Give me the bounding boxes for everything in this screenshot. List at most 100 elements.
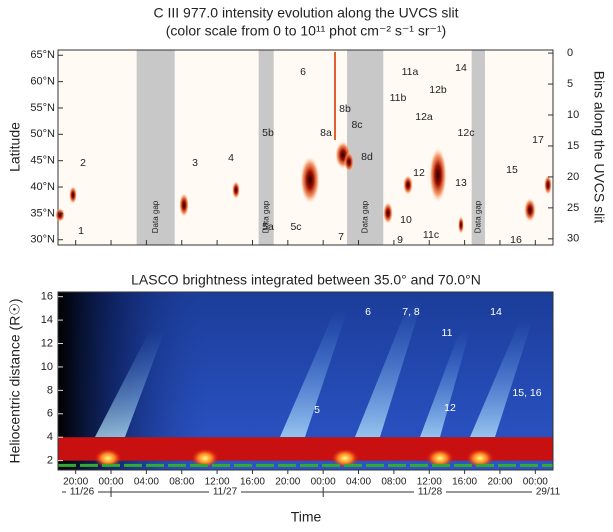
y-tick-label: 60°N [30, 76, 55, 88]
annotation: 11 [442, 327, 453, 339]
annotation: 6 [365, 306, 371, 318]
y2-tick-label: 20 [567, 171, 579, 183]
y-tick-label: 10 [41, 361, 53, 373]
x-tick-label: 08:00 [381, 477, 406, 488]
annotation: 8d [361, 151, 373, 163]
y-tick-label: 65°N [30, 49, 55, 61]
hot-spot [426, 448, 454, 469]
emission-blob [55, 208, 65, 222]
annotation: 8a [320, 127, 332, 139]
date-label-bg [414, 486, 446, 498]
annotation: 8c [351, 119, 362, 131]
annotation: 5 [314, 404, 320, 416]
cme-streak [470, 320, 533, 437]
plot-frame [57, 291, 554, 471]
y-tick-label: 6 [47, 408, 53, 420]
cme-streak [420, 330, 470, 437]
emission-blob [300, 156, 320, 204]
annotation: 3 [192, 157, 198, 169]
x-tick-label: 16:00 [240, 477, 265, 488]
annotation: 14 [455, 62, 467, 74]
hot-spot [331, 448, 359, 469]
emission-blob [232, 181, 240, 199]
annotation: 13 [455, 177, 467, 189]
annotation: 12 [444, 402, 456, 414]
annotation: 12b [429, 84, 447, 96]
data-gap [471, 50, 485, 245]
annotation: 12c [458, 127, 475, 139]
data-gap [258, 50, 274, 245]
annotation: 1 [78, 225, 84, 237]
y-axis-label: Heliocentric distance (R☉) [7, 298, 23, 463]
x-tick-label: 00:00 [99, 477, 124, 488]
y-tick-label: 35°N [30, 207, 55, 219]
y-tick-label: 12 [41, 337, 53, 349]
cme-streak [280, 310, 348, 437]
panel-subtitle: (color scale from 0 to 10¹¹ phot cm⁻² s⁻… [166, 23, 446, 39]
annotation: 15, 16 [512, 387, 541, 399]
data-gap [136, 50, 175, 245]
emission-blob [524, 198, 536, 222]
date-label: 11/28 [418, 487, 443, 498]
panel-title: C III 977.0 intensity evolution along th… [153, 5, 458, 21]
annotation: 11b [390, 92, 407, 104]
annotation: 11c [423, 229, 439, 241]
y2-axis-label: Bins along the UVCS slit [591, 71, 607, 224]
date-label: 11/27 [213, 487, 238, 498]
annotation: 17 [532, 134, 544, 146]
annotation: 11a [402, 66, 419, 78]
emission-blob [544, 175, 552, 195]
x-tick-label: 08:00 [169, 477, 194, 488]
lasco-panel: LASCO brightness integrated between 35.0… [7, 272, 564, 525]
y-tick-label: 2 [47, 455, 53, 467]
emission-blob [344, 152, 354, 172]
annotation: 4 [228, 152, 234, 164]
y-axis-label: Latitude [7, 122, 23, 172]
uvcs-panel: C III 977.0 intensity evolution along th… [7, 5, 608, 246]
emission-blob [69, 186, 77, 204]
y2-tick-label: 0 [567, 47, 573, 59]
panel-title: LASCO brightness integrated between 35.0… [131, 272, 481, 288]
y-tick-label: 45°N [30, 155, 55, 167]
data-gap-label: Data gap [360, 200, 369, 233]
x-tick-label: 00:00 [523, 477, 548, 488]
y2-tick-label: 5 [567, 78, 573, 90]
x-axis-label: Time [291, 509, 322, 525]
annotation: 7, 8 [402, 306, 420, 318]
annotation: 5c [290, 221, 301, 233]
y2-tick-label: 10 [567, 109, 579, 121]
y-tick-label: 50°N [30, 128, 55, 140]
annotation: 10 [400, 214, 412, 226]
x-tick-label: 20:00 [487, 477, 512, 488]
date-label: 29/11 [536, 487, 561, 498]
data-gap-label: Data gap [473, 200, 482, 233]
y2-tick-label: 25 [567, 202, 579, 214]
y-tick-label: 55°N [30, 102, 55, 114]
y2-tick-label: 30 [567, 233, 579, 245]
y2-tick-label: 15 [567, 140, 579, 152]
data-gap-label: Data gap [151, 200, 160, 233]
x-tick-label: 04:00 [346, 477, 371, 488]
x-tick-label: 20:00 [275, 477, 300, 488]
annotation: 2 [80, 157, 86, 169]
data-gap-label: Data gap [261, 200, 270, 233]
annotation: 5b [262, 127, 274, 139]
cme-streak [355, 300, 423, 437]
date-label-bg [66, 486, 98, 498]
y-tick-label: 16 [41, 291, 53, 303]
annotation: 7 [338, 231, 344, 243]
annotation: 12a [415, 111, 433, 123]
y-tick-label: 40°N [30, 181, 55, 193]
annotation: 6 [300, 66, 306, 78]
annotation: 15 [506, 164, 518, 176]
x-tick-label: 20:00 [63, 477, 88, 488]
annotation: 9 [397, 234, 403, 246]
emission-blob [429, 147, 447, 203]
annotation: 8b [339, 103, 351, 115]
hot-spot [466, 448, 494, 469]
emission-blob [403, 175, 413, 195]
x-tick-label: 12:00 [205, 477, 230, 488]
emission-blob [179, 193, 189, 217]
y-tick-label: 4 [47, 431, 53, 443]
x-tick-label: 00:00 [311, 477, 336, 488]
